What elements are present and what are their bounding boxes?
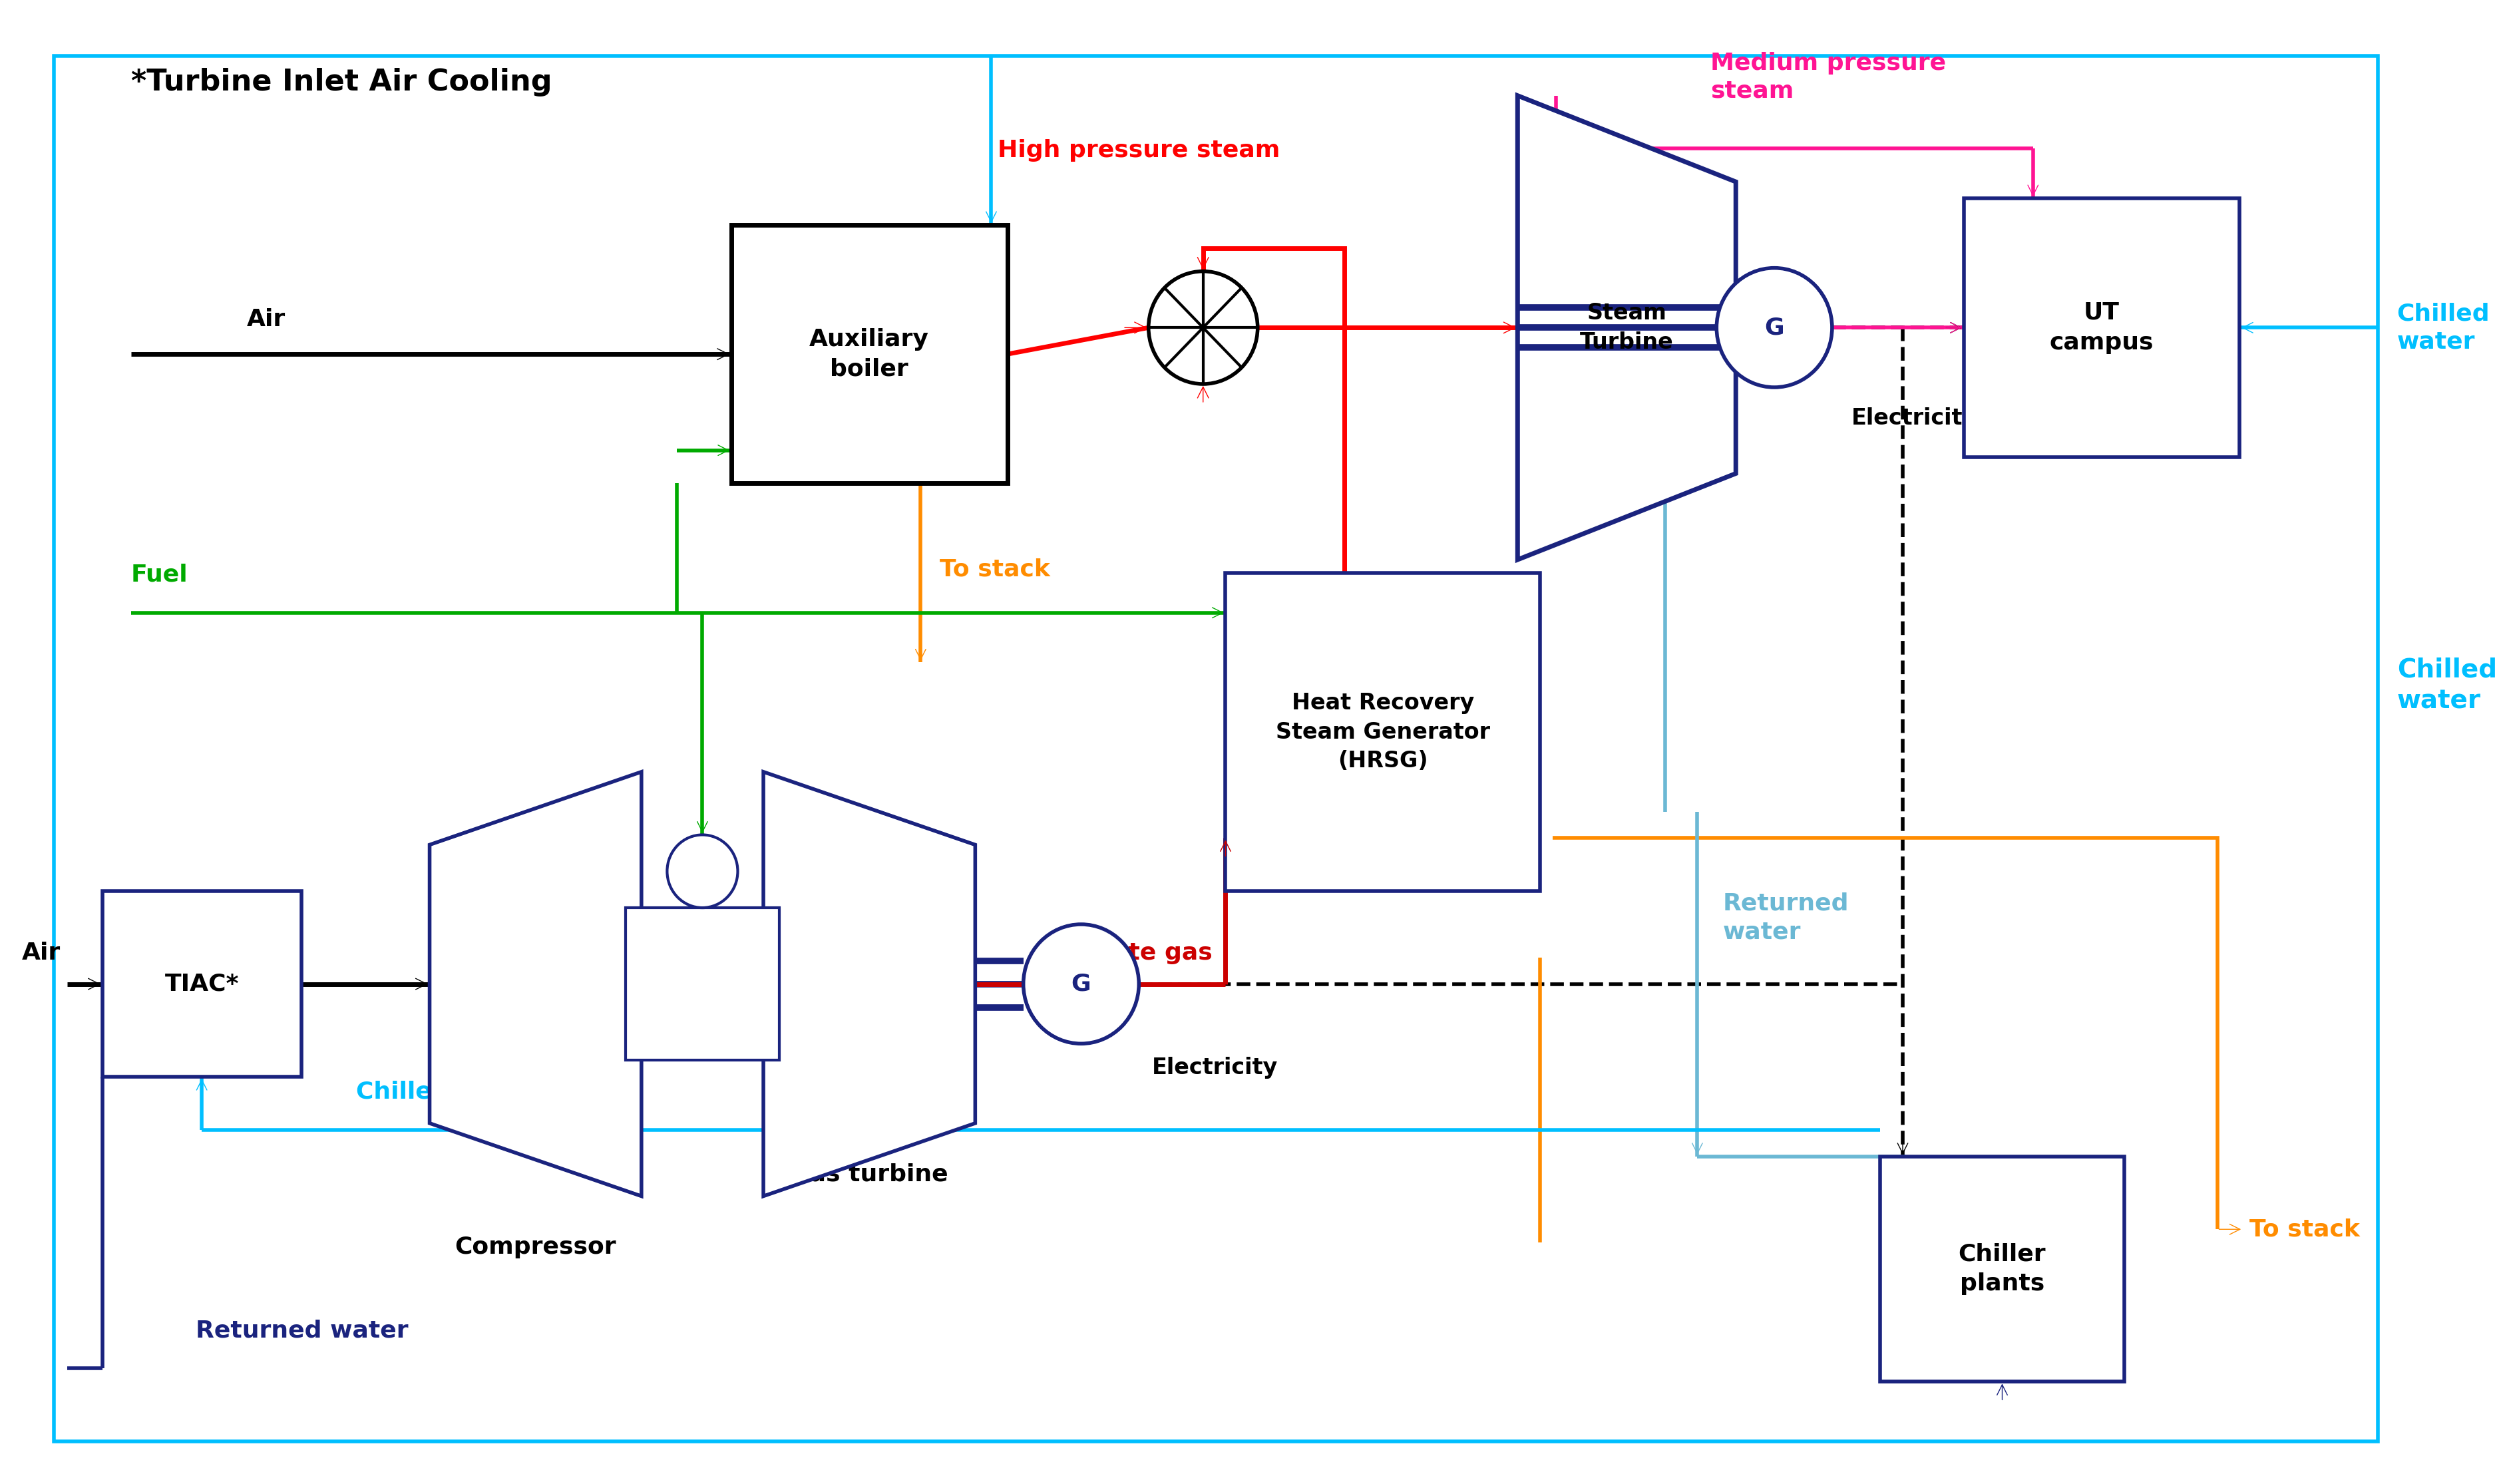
Text: Steam
Turbine: Steam Turbine: [1579, 303, 1672, 353]
Polygon shape: [763, 772, 976, 1196]
Polygon shape: [1517, 95, 1735, 559]
FancyBboxPatch shape: [103, 892, 300, 1077]
FancyBboxPatch shape: [1880, 1156, 2123, 1382]
Text: UT
campus: UT campus: [2050, 301, 2153, 353]
Circle shape: [1024, 925, 1139, 1043]
Text: Chilled
water: Chilled water: [2395, 303, 2488, 353]
Circle shape: [1717, 269, 1832, 387]
Text: To stack: To stack: [939, 558, 1051, 580]
Text: Heat Recovery
Steam Generator
(HRSG): Heat Recovery Steam Generator (HRSG): [1277, 692, 1489, 772]
FancyBboxPatch shape: [731, 226, 1006, 484]
Text: G: G: [1071, 972, 1091, 996]
Text: Gas turbine: Gas turbine: [791, 1163, 949, 1186]
Text: Auxiliary
boiler: Auxiliary boiler: [808, 328, 929, 380]
Text: G: G: [1765, 316, 1785, 338]
Text: High pressure steam: High pressure steam: [996, 139, 1279, 162]
Text: Chilled water: Chilled water: [355, 1080, 536, 1103]
Text: To stack: To stack: [2248, 1218, 2360, 1241]
Text: Chiller
plants: Chiller plants: [1957, 1244, 2045, 1296]
Text: Medium pressure
steam: Medium pressure steam: [1710, 52, 1945, 102]
Polygon shape: [431, 772, 641, 1196]
FancyBboxPatch shape: [1224, 573, 1539, 892]
Text: Chilled
water: Chilled water: [2395, 657, 2495, 714]
Circle shape: [666, 835, 738, 908]
Text: Electricity: Electricity: [1850, 407, 1977, 429]
Text: Air: Air: [23, 941, 60, 965]
Text: Air: Air: [248, 309, 285, 331]
Text: Waste gas: Waste gas: [1071, 941, 1211, 965]
Text: TIAC*: TIAC*: [165, 972, 238, 996]
Text: *Turbine Inlet Air Cooling: *Turbine Inlet Air Cooling: [130, 68, 553, 96]
FancyBboxPatch shape: [1962, 199, 2240, 457]
Circle shape: [1149, 272, 1257, 384]
Text: Compressor: Compressor: [456, 1236, 616, 1258]
Text: Electricity: Electricity: [1151, 1057, 1277, 1079]
FancyBboxPatch shape: [626, 908, 778, 1060]
Text: Fuel: Fuel: [130, 564, 188, 586]
Text: Returned water: Returned water: [195, 1319, 408, 1342]
Text: Returned
water: Returned water: [1722, 892, 1850, 942]
